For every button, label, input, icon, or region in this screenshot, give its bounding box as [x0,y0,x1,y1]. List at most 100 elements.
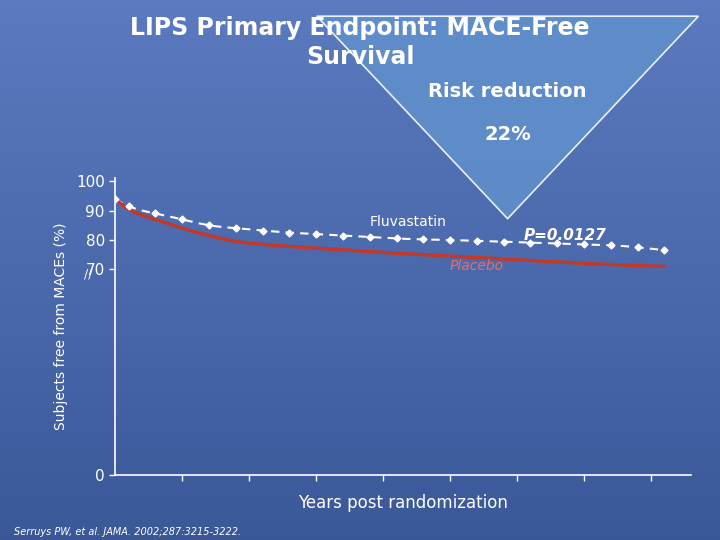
Bar [0,205,720,208]
Bar [0,478,720,481]
Bar [0,383,720,386]
Bar [0,297,720,300]
Bar [0,232,720,235]
Bar [0,364,720,367]
Bar [0,248,720,251]
Bar [0,76,720,78]
Bar [0,135,720,138]
Bar [0,89,720,92]
Bar [0,267,720,270]
Bar [0,486,720,489]
Bar [0,113,720,116]
Bar [0,100,720,103]
Bar [0,170,720,173]
Bar [0,332,720,335]
Bar [0,443,720,445]
Bar [0,94,720,97]
Bar [0,130,720,132]
Bar [0,119,720,122]
Bar [0,535,720,537]
Bar [0,451,720,454]
Bar [0,354,720,356]
Bar [0,367,720,370]
Bar [0,143,720,146]
Bar [0,467,720,470]
Bar [0,105,720,108]
Bar [0,459,720,462]
Bar [0,251,720,254]
Bar [0,340,720,343]
Bar [0,148,720,151]
Bar [0,373,720,375]
Bar [0,86,720,89]
Bar [0,208,720,211]
Bar [0,394,720,397]
Y-axis label: Subjects free from MACEs (%): Subjects free from MACEs (%) [53,223,68,430]
Bar [0,254,720,256]
Bar [0,165,720,167]
Bar [0,421,720,424]
Bar [0,162,720,165]
Bar [0,310,720,313]
Bar [0,189,720,192]
Bar [0,57,720,59]
Bar [0,508,720,510]
Bar [0,300,720,302]
Bar [0,154,720,157]
Bar [0,370,720,373]
Bar [0,475,720,478]
Bar [0,278,720,281]
Bar [0,489,720,491]
Bar [0,516,720,518]
Bar [0,35,720,38]
Bar [0,532,720,535]
Bar [0,213,720,216]
Bar [0,51,720,54]
Bar [0,3,720,5]
Bar [0,132,720,135]
Bar [0,184,720,186]
Bar [0,437,720,440]
Bar [0,65,720,68]
Bar [0,262,720,265]
Bar [0,192,720,194]
Bar [0,518,720,521]
Bar [0,400,720,402]
Bar [0,73,720,76]
Bar [0,211,720,213]
Bar [0,405,720,408]
Bar [0,537,720,540]
Bar [0,472,720,475]
Bar [0,448,720,451]
Bar [0,127,720,130]
Text: //: // [84,267,92,280]
Bar [0,435,720,437]
Bar [0,138,720,140]
Bar [0,81,720,84]
Bar [0,221,720,224]
Bar [0,0,720,3]
Bar [0,402,720,405]
Bar [0,70,720,73]
Bar [0,116,720,119]
Bar [0,230,720,232]
Bar [0,22,720,24]
Bar [0,286,720,289]
Bar [0,316,720,319]
Bar [0,427,720,429]
Bar [0,173,720,176]
Bar [0,494,720,497]
Bar [0,392,720,394]
Bar [0,526,720,529]
Text: 22%: 22% [485,125,531,145]
Bar [0,289,720,292]
Bar [0,408,720,410]
Bar [0,432,720,435]
Bar [0,346,720,348]
Bar [0,122,720,124]
Bar [0,389,720,392]
Bar [0,186,720,189]
Text: Placebo: Placebo [450,259,504,273]
Bar [0,78,720,81]
Bar [0,281,720,284]
